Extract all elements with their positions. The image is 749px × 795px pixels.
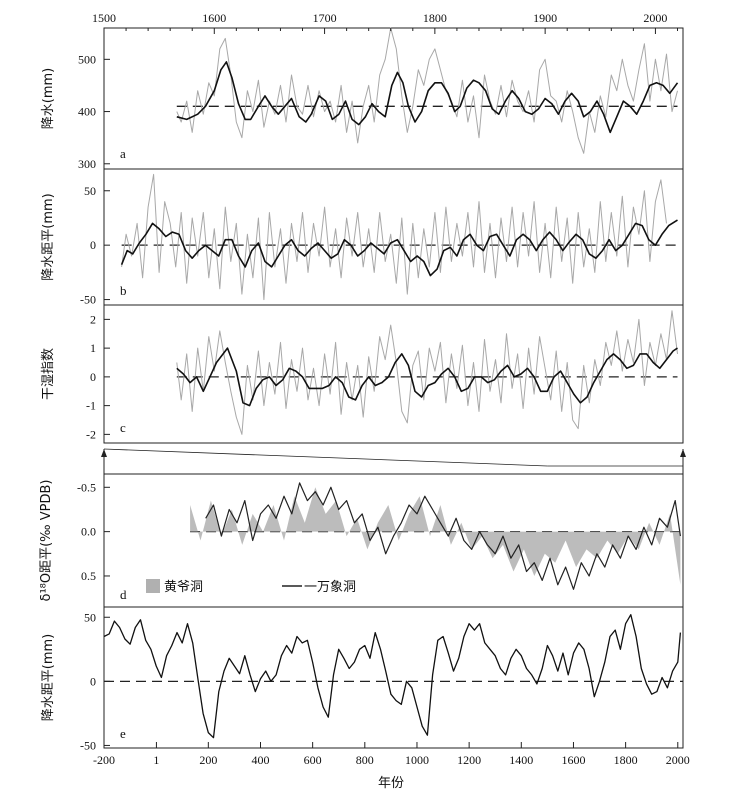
bottom-axis-tick-label: 200	[199, 753, 217, 767]
panel-label-d: d	[120, 587, 127, 602]
panel-frames	[103, 27, 684, 749]
y-axis-label-a: 降水(mm)	[41, 68, 56, 129]
bottom-axis-tick-label: 1800	[614, 753, 638, 767]
bottom-axis-tick-label: 400	[251, 753, 269, 767]
y-axis-tick-label: 50	[84, 184, 96, 198]
y-axis-tick-label: -1	[86, 399, 96, 413]
smoothed-series-b	[120, 219, 678, 277]
bottom-axis-tick-label: 800	[356, 753, 374, 767]
raw-series-b	[121, 173, 667, 301]
bottom-axis-tick-label: -200	[93, 753, 115, 767]
panel-label-c: c	[120, 420, 126, 435]
panel-label-a: a	[120, 146, 126, 161]
y-axis-tick-label: 0	[90, 238, 96, 252]
y-axis-tick-label: 0.5	[81, 569, 96, 583]
series-line-一万象洞	[205, 482, 681, 590]
top-axis-tick-label: 1700	[313, 11, 337, 25]
y-axis-tick-label: -2	[86, 427, 96, 441]
bottom-axis-tick-label: 2000	[666, 753, 690, 767]
y-axis-tick-label: 2	[90, 312, 96, 326]
y-axis-label-d: δ¹⁸O距平(‰ VPDB)	[39, 480, 54, 602]
y-axis-tick-label: 50	[84, 610, 96, 624]
smoothed-series-a	[176, 61, 679, 134]
series-line-e	[103, 614, 682, 739]
y-axis-tick-label: 0	[90, 370, 96, 384]
y-axis-tick-label: 400	[78, 105, 96, 119]
y-axis-tick-label: -0.5	[77, 480, 96, 494]
zoom-arrow-right	[680, 449, 686, 457]
top-axis-tick-label: 2000	[643, 11, 667, 25]
smoothed-series-c	[176, 347, 678, 407]
y-axis-tick-label: 0	[90, 674, 96, 688]
y-axis-tick-label: -50	[80, 738, 96, 752]
raw-series-c	[176, 310, 678, 435]
text-layer: 1500 1600 1700 1800 1900 2000-200 1 200 400 600 80…	[39, 11, 690, 767]
panel-frame-c	[103, 304, 684, 444]
y-axis-label-c: 干湿指数	[41, 348, 56, 400]
zoom-arrow-left	[101, 449, 107, 457]
legend-swatch-0	[146, 579, 160, 593]
bottom-axis-tick-label: 1	[153, 753, 159, 767]
y-axis-label-b: 降水距平(mm)	[41, 193, 56, 280]
y-axis-tick-label: 1	[90, 341, 96, 355]
y-axis-tick-label: 500	[78, 52, 96, 66]
legend-label-0: 黄爷洞	[164, 580, 203, 595]
legend-label-1: 一万象洞	[304, 580, 356, 595]
x-axis-label: 年份	[378, 776, 404, 791]
panel-frame-a	[103, 27, 684, 170]
data-layer	[103, 27, 683, 739]
bottom-axis-tick-label: 1400	[509, 753, 533, 767]
y-axis-tick-label: 300	[78, 157, 96, 171]
panel-frame-e	[103, 606, 684, 749]
zoom-link-line	[103, 448, 548, 467]
bottom-axis-tick-label: 1000	[405, 753, 429, 767]
top-axis-tick-label: 1800	[423, 11, 447, 25]
y-axis-tick-label: 0.0	[81, 525, 96, 539]
top-axis-tick-label: 1500	[92, 11, 116, 25]
panel-label-e: e	[120, 726, 126, 741]
bottom-axis-tick-label: 1200	[457, 753, 481, 767]
top-axis-tick-label: 1900	[533, 11, 557, 25]
top-axis-tick-label: 1600	[202, 11, 226, 25]
panel-label-b: b	[120, 283, 127, 298]
bottom-axis-tick-label: 600	[304, 753, 322, 767]
axes-layer	[101, 28, 686, 748]
bottom-axis-tick-label: 1600	[561, 753, 585, 767]
y-axis-label-e: 降水距平(mm)	[41, 634, 56, 721]
series-fill-黄爷洞	[190, 487, 681, 585]
y-axis-tick-label: -50	[80, 293, 96, 307]
raw-series-a	[176, 27, 678, 154]
